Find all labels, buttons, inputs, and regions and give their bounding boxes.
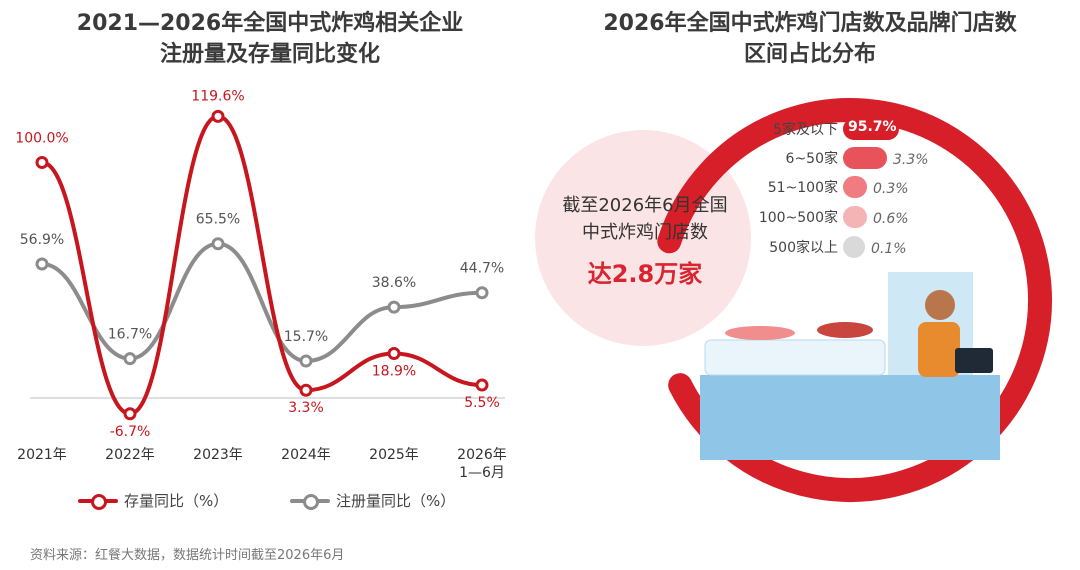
sausage-icon [817,322,873,338]
x-tick-label: 2025年 [369,447,419,463]
pie-category-label: 500家以上 [769,240,838,256]
pie-value-label: 3.3% [893,152,929,168]
x-tick-label: 2023年 [193,447,243,463]
x-tick-label: 2022年 [105,447,155,463]
center-text-line1: 截至2026年6月全国 [562,195,728,216]
pie-legend-mark [843,206,867,228]
pie-legend-mark [843,118,899,140]
series-stock-data-label: -6.7% [110,424,151,440]
series-registered-point [299,354,313,368]
line-chart-title: 2021—2026年全国中式炸鸡相关企业 注册量及存量同比变化 [0,8,540,70]
pie-value-label: 0.3% [873,181,909,197]
line-chart-title-line1: 2021—2026年全国中式炸鸡相关企业 [76,11,464,36]
pie-chart-title: 2026年全国中式炸鸡门店数及品牌门店数 区间占比分布 [540,8,1080,70]
pie-category-label: 100~500家 [758,210,838,226]
pie-chart-title-line1: 2026年全国中式炸鸡门店数及品牌门店数 [603,11,1017,36]
chef-head-icon [925,290,955,320]
series-registered-data-label: 15.7% [284,329,328,345]
series-stock-point [387,346,401,360]
center-text-line2: 中式炸鸡门店数 [582,222,708,243]
series-stock-data-label: 3.3% [288,400,324,416]
pie-value-label: 95.7% [848,119,897,135]
legend-stock: 存量同比（%） [78,490,228,511]
series-stock-data-label: 119.6% [191,88,244,104]
pie-legend-mark [843,176,867,198]
legend-registered-label: 注册量同比（%） [336,492,456,510]
series-stock-point [35,156,49,169]
x-tick-label: 2024年 [281,447,331,463]
series-stock-point [475,378,489,392]
x-tick-label: 1—6月 [459,465,505,481]
line-chart-title-line2: 注册量及存量同比变化 [159,42,380,67]
legend-registered: 注册量同比（%） [290,490,455,511]
series-stock-point [123,407,137,421]
pie-center-text: 截至2026年6月全国 中式炸鸡门店数 达2.8万家 [540,192,750,289]
series-stock-point [299,383,313,397]
series-registered-point [211,237,225,251]
center-total-value: 达2.8万家 [587,260,703,288]
series-stock-data-label: 5.5% [464,395,500,411]
series-registered-data-label: 44.7% [460,261,504,277]
pie-chart-title-line2: 区间占比分布 [743,42,876,67]
pie-category-label: 6~50家 [785,151,838,167]
shop-counter [700,375,1000,460]
pie-legend-mark [843,236,865,258]
pie-value-label: 0.6% [873,211,909,227]
series-registered-point [35,257,49,271]
series-registered-point [387,300,401,314]
pie-legend-mark [843,147,887,169]
x-tick-label: 2021年 [17,447,67,463]
x-tick-label: 2026年 [457,447,507,463]
series-stock-data-label: 100.0% [15,131,68,147]
series-registered-point [475,286,489,300]
cash-register-icon [955,348,993,373]
legend-stock-label: 存量同比（%） [124,492,229,510]
meat-icon [725,326,795,340]
series-registered-data-label: 38.6% [372,275,416,291]
pie-value-label: 0.1% [871,241,907,257]
pie-slice-main-arc [657,98,1052,502]
source-note: 资料来源：红餐大数据，数据统计时间截至2026年6月 [30,548,345,563]
legend-registered-swatch [290,493,330,510]
pie-category-label: 5家及以下 [773,122,838,138]
series-registered-data-label: 65.5% [196,212,240,228]
series-registered-data-label: 16.7% [108,327,152,343]
legend-stock-swatch [78,493,118,510]
display-case [704,339,886,376]
series-registered-point [123,352,137,366]
pie-category-label: 51~100家 [767,180,838,196]
series-stock-data-label: 18.9% [372,363,416,379]
chef-body-icon [918,322,960,377]
series-stock-point [211,109,225,123]
series-registered-data-label: 56.9% [20,232,64,248]
